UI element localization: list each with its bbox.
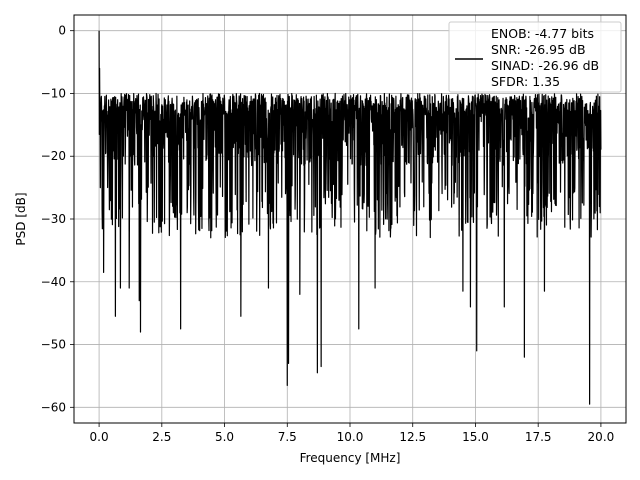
y-tick-label: −20 bbox=[41, 149, 66, 163]
y-tick-label: −40 bbox=[41, 275, 66, 289]
y-axis-label: PSD [dB] bbox=[14, 192, 28, 245]
x-tick-label: 5.0 bbox=[215, 430, 234, 444]
y-tick-label: 0 bbox=[58, 24, 66, 38]
psd-series-line bbox=[98, 30, 602, 405]
x-tick-label: 17.5 bbox=[525, 430, 552, 444]
y-tick-label: −30 bbox=[41, 212, 66, 226]
y-tick-label: −50 bbox=[41, 338, 66, 352]
x-tick-label: 20.0 bbox=[588, 430, 615, 444]
x-tick-label: 0.0 bbox=[90, 430, 109, 444]
x-axis-label: Frequency [MHz] bbox=[300, 451, 401, 465]
legend-box bbox=[448, 21, 622, 93]
legend-line-snr: SNR: -26.95 dB bbox=[491, 42, 586, 57]
y-tick-label: −60 bbox=[41, 400, 66, 414]
legend: ENOB: -4.77 bits SNR: -26.95 dB SINAD: -… bbox=[448, 21, 622, 93]
y-axis: 0 −10 −20 −30 −40 −50 −60 bbox=[41, 24, 74, 414]
legend-line-sfdr: SFDR: 1.35 bbox=[491, 74, 560, 89]
x-tick-label: 7.5 bbox=[278, 430, 297, 444]
x-tick-label: 15.0 bbox=[462, 430, 489, 444]
legend-line-enob: ENOB: -4.77 bits bbox=[491, 26, 594, 41]
x-tick-label: 10.0 bbox=[337, 430, 364, 444]
x-axis: 0.0 2.5 5.0 7.5 10.0 12.5 15.0 17.5 20.0 bbox=[90, 423, 615, 444]
legend-line-sinad: SINAD: -26.96 dB bbox=[491, 58, 599, 73]
x-tick-label: 12.5 bbox=[399, 430, 426, 444]
series-layer bbox=[98, 30, 602, 405]
x-tick-label: 2.5 bbox=[152, 430, 171, 444]
y-tick-label: −10 bbox=[41, 86, 66, 100]
